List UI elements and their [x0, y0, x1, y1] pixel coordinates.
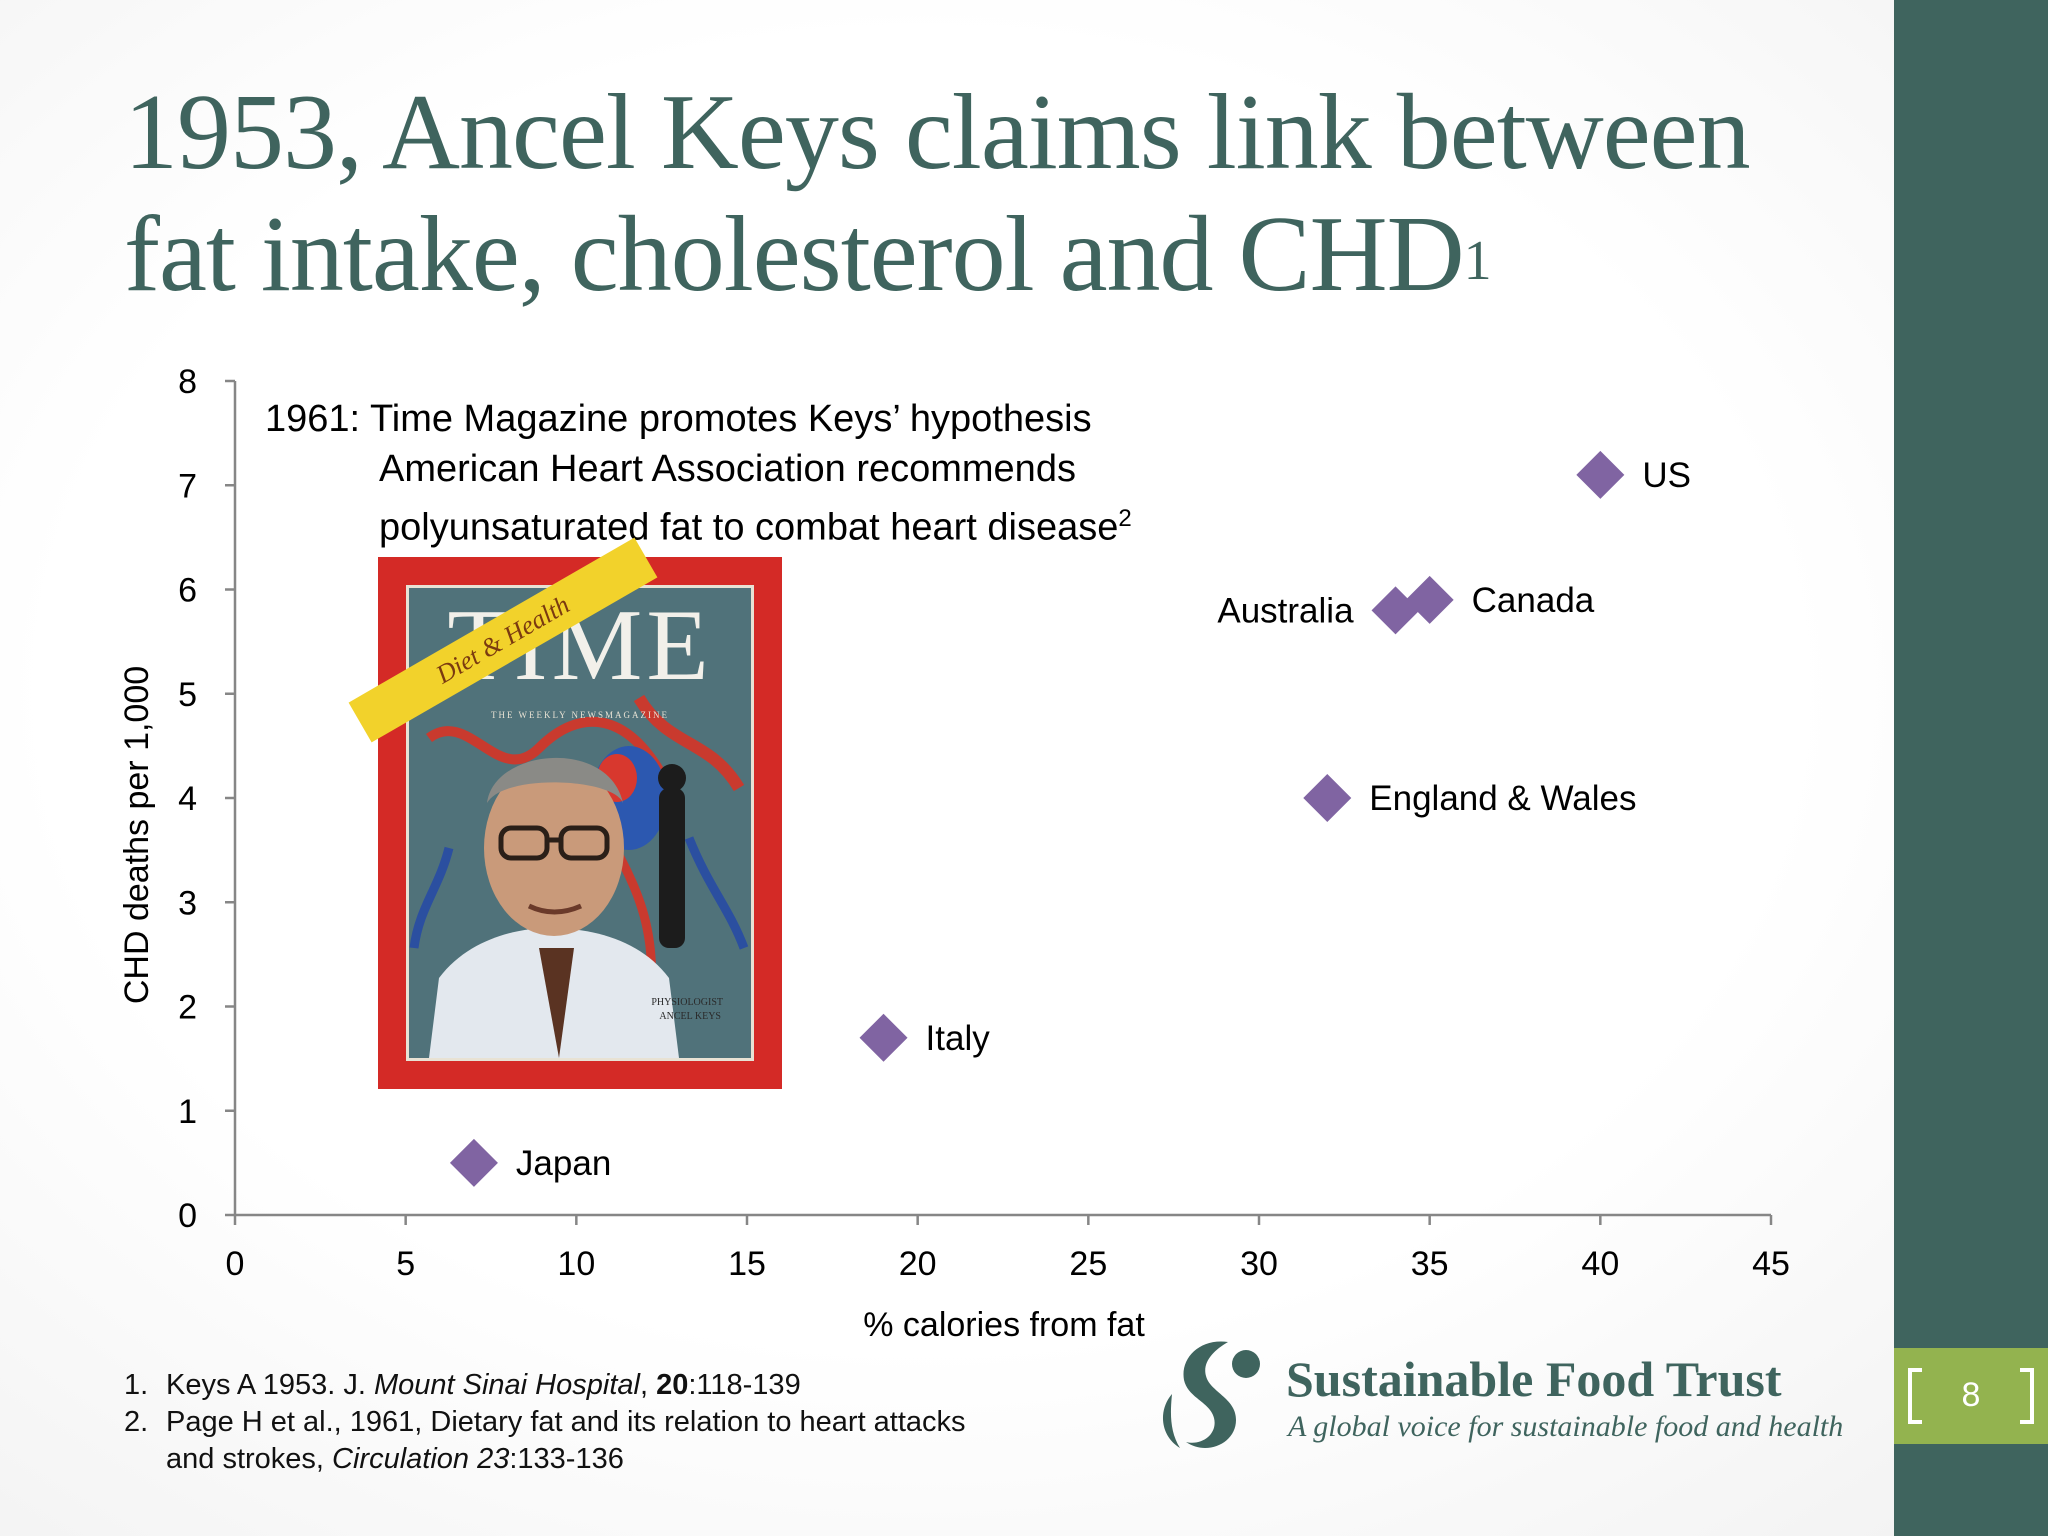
annotation-line-1: 1961: Time Magazine promotes Keys’ hypot…: [265, 398, 1092, 440]
portrait-face: [484, 760, 624, 936]
x-tick-label: 10: [557, 1245, 595, 1283]
x-tick-label: 15: [728, 1245, 766, 1283]
data-points: Japan Italy England & Wales Australia Canada…: [449, 450, 1691, 1187]
data-point-label: England & Wales: [1369, 779, 1636, 818]
x-tick-label: 40: [1581, 1245, 1619, 1283]
right-bracket-icon: [2020, 1368, 2034, 1424]
page-number: 8: [1961, 1376, 1981, 1414]
annotation-line-3: polyunsaturated fat to combat heart dise…: [265, 494, 1132, 553]
annotation-line-3-text: polyunsaturated fat to combat heart dise…: [379, 506, 1119, 549]
data-point: [1303, 774, 1352, 822]
footnote-1-text-a: Keys A 1953. J.: [166, 1369, 374, 1401]
y-tick-label: 2: [178, 989, 197, 1027]
cover-caption-line-1: PHYSIOLOGIST: [651, 997, 723, 1008]
annotation-line-2: American Heart Association recommends: [379, 448, 1076, 490]
y-axis-label: CHD deaths per 1,000: [118, 666, 156, 1004]
title-line-1: 1953, Ancel Keys claims link between: [124, 73, 1751, 192]
footnote-1-volume: 20: [656, 1369, 689, 1401]
annotation-footnote-marker: 2: [1118, 505, 1132, 532]
time-magazine-cover: TIME THE WEEKLY NEWSMAGAZINE PHYSIOLOGIS…: [348, 537, 782, 1089]
x-tick-label: 30: [1240, 1245, 1278, 1283]
s-logo-icon: [1162, 1341, 1260, 1448]
footnote-2-pages: :133-136: [509, 1443, 624, 1475]
footnote-2-line-1: Page H et al., 1961, Dietary fat and its…: [166, 1406, 966, 1438]
y-tick-label: 1: [178, 1093, 197, 1131]
y-tick-label: 5: [178, 676, 197, 714]
data-point: [1576, 450, 1625, 499]
title-line-2: fat intake, cholesterol and CHD1: [124, 194, 1884, 316]
footnote-1: 1. Keys A 1953. J. Mount Sinai Hospital, …: [124, 1367, 966, 1404]
y-tick-label: 6: [178, 572, 197, 610]
x-axis-label: % calories from fat: [863, 1306, 1145, 1344]
data-point: [1405, 575, 1454, 624]
side-band: [1894, 0, 2048, 1536]
x-tick-label: 20: [899, 1245, 937, 1283]
y-tick-label: 7: [178, 467, 197, 505]
footnotes: 1. Keys A 1953. J. Mount Sinai Hospital, …: [124, 1367, 966, 1478]
footnote-2-number: 2.: [124, 1406, 149, 1438]
x-tick-label: 45: [1752, 1245, 1790, 1283]
sustainable-food-trust-logo: Sustainable Food Trust A global voice fo…: [1150, 1336, 1850, 1456]
data-point: [859, 1013, 908, 1062]
y-tick-label: 0: [178, 1197, 197, 1235]
y-tick-label: 4: [178, 780, 197, 818]
page-number-badge: 8: [1894, 1348, 2048, 1444]
chart-annotation: 1961: Time Magazine promotes Keys’ hypot…: [265, 394, 1132, 553]
title-footnote-marker: 1: [1463, 230, 1492, 292]
y-axis-ticks: 0 1 2 3 4 5 6 7 8: [178, 363, 235, 1235]
y-tick-label: 3: [178, 884, 197, 922]
footnote-1-number: 1.: [124, 1369, 149, 1401]
data-point-label: Italy: [926, 1019, 991, 1058]
x-tick-label: 25: [1069, 1245, 1107, 1283]
footnote-1-journal: Mount Sinai Hospital: [373, 1369, 640, 1401]
figure-silhouette: [659, 788, 685, 948]
data-point-label: US: [1642, 456, 1691, 495]
footnote-2-journal: Circulation 23: [332, 1443, 510, 1475]
logo-name: Sustainable Food Trust: [1286, 1351, 1782, 1407]
footnote-2: 2. Page H et al., 1961, Dietary fat and i…: [124, 1404, 966, 1478]
x-axis-ticks: 0 5 10 15 20 25 30 35 40 45: [226, 1215, 1790, 1283]
data-point-label: Canada: [1472, 581, 1595, 620]
slide-title: 1953, Ancel Keys claims link between fat…: [124, 72, 1884, 316]
left-bracket-icon: [1908, 1368, 1922, 1424]
footnote-1-pages: :118-139: [688, 1369, 801, 1401]
x-tick-label: 5: [396, 1245, 415, 1283]
data-point-label: Australia: [1217, 591, 1354, 630]
x-tick-label: 0: [226, 1245, 245, 1283]
footnote-2-text-a: and strokes,: [166, 1443, 333, 1475]
cover-subtitle: THE WEEKLY NEWSMAGAZINE: [490, 710, 670, 720]
logo-tagline: A global voice for sustainable food and …: [1288, 1410, 1844, 1443]
footnote-1-text-b: ,: [639, 1369, 657, 1401]
x-tick-label: 35: [1411, 1245, 1449, 1283]
y-tick-label: 8: [178, 363, 197, 401]
cover-caption-line-2: ANCEL KEYS: [659, 1011, 721, 1022]
data-point-label: Japan: [516, 1144, 611, 1183]
data-point: [449, 1138, 498, 1187]
title-line-2-text: fat intake, cholesterol and CHD: [124, 195, 1465, 314]
